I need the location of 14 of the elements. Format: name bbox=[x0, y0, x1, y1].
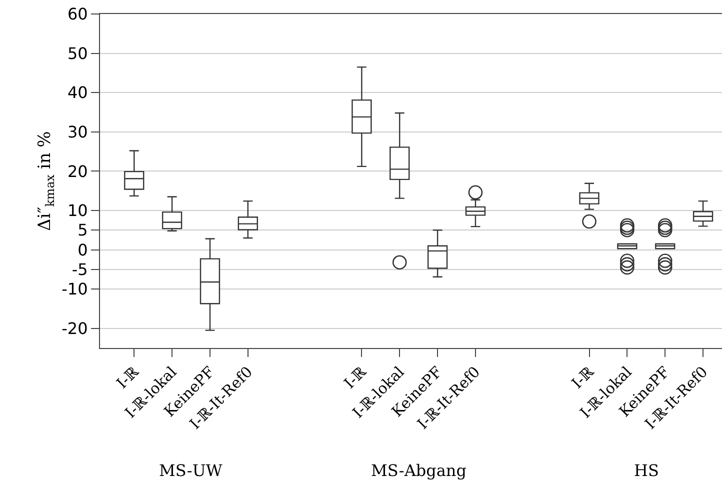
y-tick-label: -20 bbox=[62, 318, 88, 338]
text: MS-Abgang bbox=[371, 461, 466, 480]
y-tick-label: 60 bbox=[67, 4, 88, 24]
y-tick-label: 0 bbox=[78, 240, 88, 260]
y-tick-label: 30 bbox=[67, 122, 88, 142]
text: HS bbox=[634, 461, 659, 480]
y-tick-label: 40 bbox=[67, 83, 88, 102]
y-tick-label: 50 bbox=[67, 44, 88, 63]
y-tick-label: 10 bbox=[67, 201, 88, 220]
text: MS-UW bbox=[159, 461, 223, 480]
y-tick-label: 5 bbox=[78, 220, 88, 240]
y-tick-label: -5 bbox=[72, 260, 88, 280]
y-tick-label: -10 bbox=[62, 280, 88, 299]
y-tick-label: 20 bbox=[67, 162, 88, 181]
